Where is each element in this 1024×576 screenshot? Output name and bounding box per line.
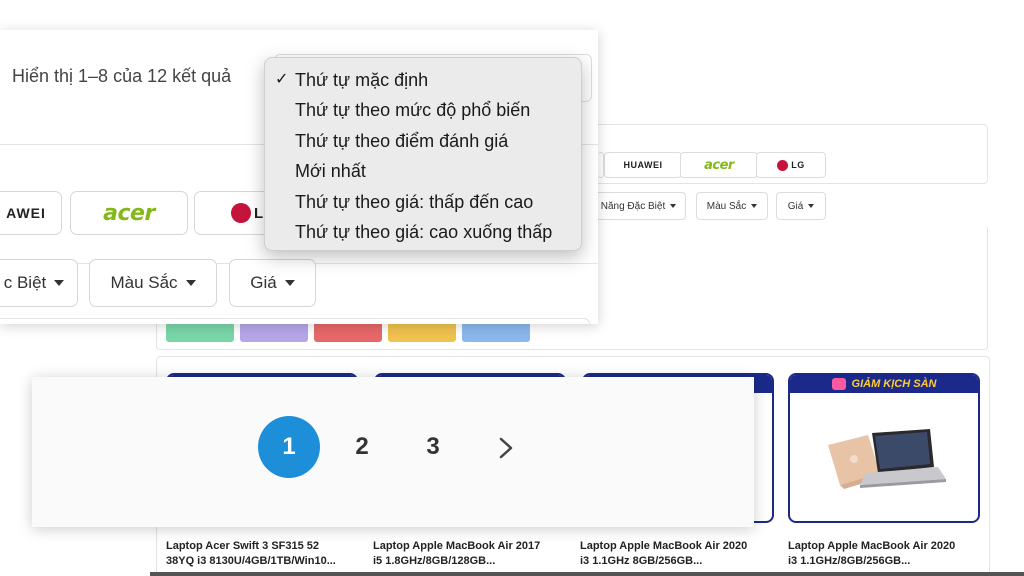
color-swatch[interactable] <box>166 322 234 342</box>
bottom-scroll-bar <box>150 572 1024 576</box>
brand-huawei[interactable]: AWEI <box>0 191 62 235</box>
lg-logo-icon <box>231 203 251 223</box>
sort-option-newest[interactable]: Mới nhất <box>295 161 366 182</box>
caret-down-icon <box>185 280 196 286</box>
filter-color[interactable]: Màu Sắc <box>89 259 217 307</box>
sort-option-rating[interactable]: Thứ tự theo điểm đánh giá <box>295 130 509 151</box>
pagination-card: 1 2 3 <box>32 377 754 527</box>
filter-price[interactable]: Giá <box>229 259 316 307</box>
filter-special-small[interactable]: Năng Đặc Biệt <box>592 192 686 220</box>
caret-down-icon <box>751 204 758 208</box>
product-title[interactable]: Laptop Apple MacBook Air 2017 i5 1.8GHz/8… <box>373 540 541 567</box>
filter-price-small[interactable]: Giá <box>776 192 826 220</box>
chevron-right-icon[interactable] <box>492 434 520 462</box>
page-3-button[interactable]: 3 <box>426 433 440 460</box>
product-card[interactable]: GIẢM KỊCH SÀN <box>788 373 980 523</box>
brand-acer-small[interactable]: acer <box>680 152 758 178</box>
filter-color-small[interactable]: Màu Sắc <box>696 192 768 220</box>
color-swatch[interactable] <box>314 322 382 342</box>
color-swatch[interactable] <box>388 322 456 342</box>
brand-acer[interactable]: acer <box>70 191 188 235</box>
color-filter-panel-zoomed <box>0 318 590 324</box>
product-title[interactable]: Laptop Acer Swift 3 SF315 52 38YQ i3 8130… <box>166 540 336 567</box>
sort-option-default[interactable]: ✓ Thứ tự mặc định <box>265 65 581 95</box>
brand-huawei-small[interactable]: HUAWEI <box>604 152 682 178</box>
sort-dropdown-menu: ✓ Thứ tự mặc định Thứ tự theo mức độ phổ … <box>264 57 582 251</box>
sort-option-price-desc[interactable]: Thứ tự theo giá: cao xuống thấp <box>295 221 553 242</box>
lg-logo-icon <box>777 159 789 171</box>
filter-special[interactable]: c Biệt <box>0 259 78 307</box>
checkmark-icon: ✓ <box>275 71 289 88</box>
page-2-button[interactable]: 2 <box>355 433 369 460</box>
brand-lg-small[interactable]: LG <box>756 152 826 178</box>
page-1-button[interactable]: 1 <box>258 416 320 478</box>
brand-huawei-small[interactable] <box>598 152 604 178</box>
caret-down-icon <box>54 280 65 286</box>
caret-down-icon <box>670 204 677 208</box>
product-title[interactable]: Laptop Apple MacBook Air 2020 i3 1.1GHz 8… <box>580 540 748 567</box>
sort-option-price-asc[interactable]: Thứ tự theo giá: thấp đến cao <box>295 191 534 212</box>
promo-ribbon: GIẢM KỊCH SÀN <box>790 375 978 393</box>
color-swatch[interactable] <box>240 322 308 342</box>
caret-down-icon <box>808 204 815 208</box>
sort-option-popularity[interactable]: Thứ tự theo mức độ phổ biến <box>295 100 531 121</box>
caret-down-icon <box>284 280 295 286</box>
promo-badge-icon <box>831 378 846 390</box>
product-title[interactable]: Laptop Apple MacBook Air 2020 i3 1.1GHz/8… <box>788 540 956 567</box>
color-swatch[interactable] <box>462 322 530 342</box>
result-count: Hiển thị 1–8 của 12 kết quả <box>12 66 232 86</box>
laptop-image <box>828 429 946 489</box>
